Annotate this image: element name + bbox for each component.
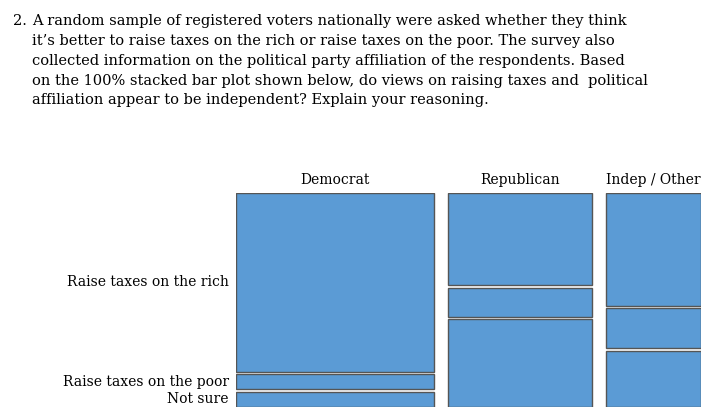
Text: A random sample of registered voters nationally were asked whether they think: A random sample of registered voters nat… — [32, 14, 627, 28]
Text: 2.: 2. — [13, 14, 26, 28]
Bar — [448, 319, 593, 407]
Text: collected information on the political party affiliation of the respondents. Bas: collected information on the political p… — [32, 54, 625, 68]
Bar — [236, 193, 435, 372]
Text: affiliation appear to be independent? Explain your reasoning.: affiliation appear to be independent? Ex… — [32, 93, 489, 107]
Text: Democrat: Democrat — [300, 173, 370, 187]
Bar — [606, 351, 701, 407]
Text: it’s better to raise taxes on the rich or raise taxes on the poor. The survey al: it’s better to raise taxes on the rich o… — [32, 34, 615, 48]
Bar — [448, 288, 593, 317]
Bar — [236, 392, 435, 407]
Bar — [236, 374, 435, 389]
Text: on the 100% stacked bar plot shown below, do views on raising taxes and  politic: on the 100% stacked bar plot shown below… — [32, 74, 648, 88]
Bar — [448, 193, 593, 285]
Text: Republican: Republican — [480, 173, 560, 187]
Text: Raise taxes on the poor: Raise taxes on the poor — [63, 375, 229, 389]
Text: Not sure: Not sure — [167, 393, 229, 406]
Bar — [606, 308, 701, 348]
Text: Indep / Other: Indep / Other — [606, 173, 701, 187]
Bar — [606, 193, 701, 306]
Text: Raise taxes on the rich: Raise taxes on the rich — [67, 275, 229, 289]
